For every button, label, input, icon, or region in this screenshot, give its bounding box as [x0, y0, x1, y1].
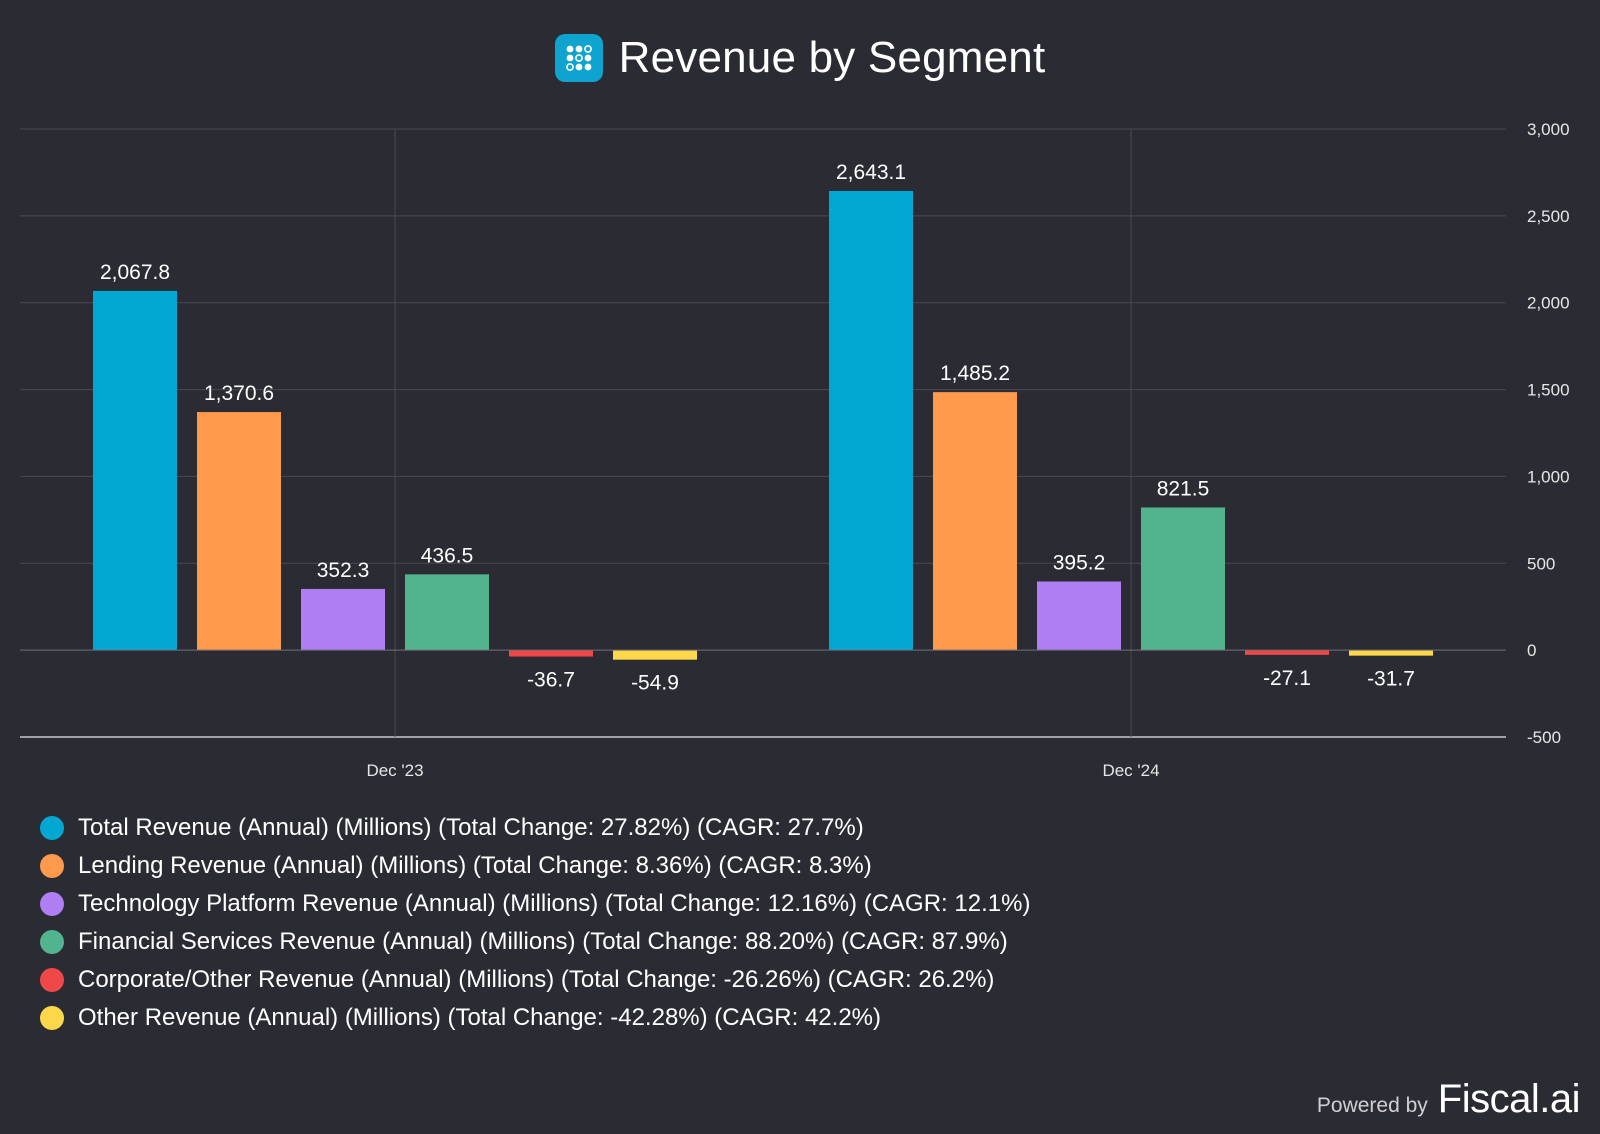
legend-dot-icon	[40, 1005, 64, 1030]
legend-dot-icon	[40, 891, 64, 916]
legend-item[interactable]: Technology Platform Revenue (Annual) (Mi…	[40, 889, 1031, 917]
bar	[1141, 507, 1225, 651]
data-label: 352.3	[317, 559, 370, 582]
data-label: 1,370.6	[204, 382, 274, 405]
y-tick-label: 0	[1527, 641, 1536, 660]
legend-item[interactable]: Total Revenue (Annual) (Millions) (Total…	[40, 813, 1030, 841]
bar	[301, 588, 385, 651]
bar	[1245, 650, 1329, 655]
bar	[933, 392, 1017, 651]
legend-dot-icon	[40, 929, 64, 954]
data-label: 2,067.8	[100, 261, 170, 284]
legend-item[interactable]: Lending Revenue (Annual) (Millions) (Tot…	[40, 851, 1030, 879]
y-tick-label: 2,500	[1527, 207, 1570, 226]
data-label: -54.9	[631, 672, 679, 695]
legend-dot-icon	[40, 815, 64, 840]
legend-item[interactable]: Corporate/Other Revenue (Annual) (Millio…	[40, 965, 1030, 993]
powered-by-footer: Powered by Fiscal.ai	[1316, 1077, 1581, 1122]
legend-label: Financial Services Revenue (Annual) (Mil…	[78, 927, 1008, 955]
bar-chart: 3,000 2,500 2,000 1,500 1,000 500 0 -500 Dec '23…	[20, 120, 1570, 780]
bar	[405, 574, 489, 651]
fiscal-ai-logo: Fiscal.ai	[1437, 1077, 1581, 1121]
data-label: 395.2	[1053, 551, 1106, 574]
bar	[1037, 581, 1121, 651]
data-label: 821.5	[1157, 477, 1210, 500]
data-label: -36.7	[527, 669, 575, 692]
bar	[93, 290, 177, 651]
legend-label: Technology Platform Revenue (Annual) (Mi…	[78, 889, 1031, 917]
legend-label: Other Revenue (Annual) (Millions) (Total…	[78, 1003, 882, 1031]
data-label: 1,485.2	[940, 362, 1010, 385]
legend-label: Lending Revenue (Annual) (Millions) (Tot…	[78, 851, 872, 879]
y-tick-label: 1,500	[1527, 381, 1570, 400]
y-tick-label: 2,000	[1527, 294, 1570, 313]
legend-dot-icon	[40, 853, 64, 878]
bar	[1349, 650, 1433, 656]
data-label: -31.7	[1367, 668, 1415, 691]
y-tick-label: 1,000	[1527, 467, 1570, 486]
data-label: -27.1	[1263, 667, 1311, 690]
legend-label: Total Revenue (Annual) (Millions) (Total…	[78, 813, 864, 841]
data-label: 436.5	[421, 544, 474, 567]
legend-label: Corporate/Other Revenue (Annual) (Millio…	[78, 965, 995, 993]
data-label: 2,643.1	[836, 161, 906, 184]
y-tick-label: 3,000	[1527, 120, 1570, 139]
y-tick-label: 500	[1527, 554, 1555, 573]
y-tick-label: -500	[1527, 728, 1561, 747]
bar	[197, 412, 281, 651]
chart-legend: Total Revenue (Annual) (Millions) (Total…	[40, 813, 1031, 1031]
legend-item[interactable]: Financial Services Revenue (Annual) (Mil…	[40, 927, 1030, 955]
legend-item[interactable]: Other Revenue (Annual) (Millions) (Total…	[40, 1003, 1030, 1031]
chart-title: Revenue by Segment	[618, 33, 1046, 82]
legend-dot-icon	[40, 967, 64, 992]
x-tick-label: Dec '24	[1102, 761, 1159, 780]
chart-header: Revenue by Segment	[0, 30, 1600, 86]
x-tick-label: Dec '23	[366, 761, 423, 780]
fiscal-grid-logo-icon	[554, 34, 603, 82]
bar	[829, 190, 913, 651]
powered-by-label: Powered by	[1316, 1094, 1428, 1117]
bar	[509, 650, 593, 657]
bar	[613, 650, 697, 660]
